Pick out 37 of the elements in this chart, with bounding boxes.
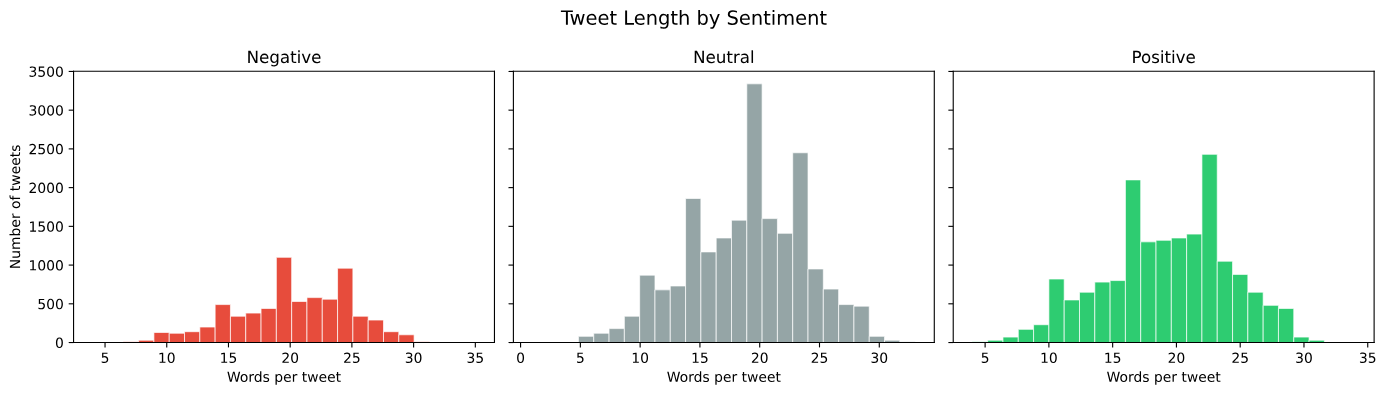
x-tick-label: 15 [221,352,237,364]
chart-title: Neutral [694,50,754,64]
y-tick-label: 3000 [29,105,63,116]
x-tick-label: 20 [751,352,768,364]
x-tick-label: 20 [1168,352,1185,364]
x-axis-title: Words per tweet [227,371,341,385]
x-tick-label: 25 [811,352,828,364]
y-tick-label: 1500 [30,221,63,232]
x-tick-label: 35 [1359,352,1376,364]
x-tick-label: 10 [632,352,649,364]
y-tick-label: 3500 [29,66,63,77]
y-tick-label: 2500 [29,143,63,155]
x-tick-label: 5 [577,352,584,364]
x-tick-label: 25 [1232,352,1248,364]
x-tick-label: 10 [1041,352,1057,364]
x-tick-label: 15 [1105,352,1121,364]
x-tick-label: 10 [159,352,175,364]
x-tick-label: 30 [405,352,422,364]
y-tick-label: 2000 [29,182,63,194]
chart-title: Negative [248,50,321,67]
x-tick-label: 5 [101,352,109,364]
x-tick-label: 0 [517,352,525,364]
y-tick-label: 0 [55,337,63,349]
x-tick-label: 30 [871,352,888,364]
y-tick-label: 500 [38,298,63,310]
chart-title: Positive [1133,50,1195,64]
x-tick-label: 20 [282,352,299,364]
x-tick-label: 30 [1296,352,1312,364]
y-axis-title: Number of tweets [9,145,21,268]
x-tick-label: 35 [467,352,483,364]
x-axis-title: Words per tweet [1107,371,1221,385]
x-tick-label: 25 [344,352,360,364]
x-tick-label: 5 [981,352,989,364]
x-tick-label: 15 [692,352,708,364]
y-tick-label: 1000 [30,260,63,271]
x-axis-title: Words per tweet [667,371,781,385]
text: Tweet Length by Sentiment [560,9,827,29]
